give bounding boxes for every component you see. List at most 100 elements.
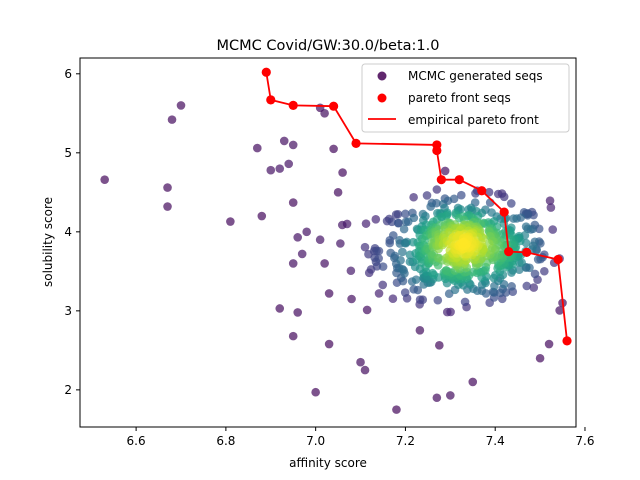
mcmc-point (167, 115, 177, 124)
y-tick-label: 6 (64, 67, 72, 81)
mcmc-point (371, 214, 381, 224)
legend: MCMC generated seqs pareto front seqs em… (361, 63, 570, 133)
mcmc-point (163, 202, 172, 211)
x-axis: 6.6 6.8 7.0 7.2 7.4 7.6 (127, 427, 595, 448)
y-tick-label: 2 (64, 383, 72, 397)
mcmc-point (402, 237, 412, 247)
mcmc-point (293, 308, 303, 317)
mcmc-point (413, 285, 423, 295)
mcmc-point (446, 391, 455, 400)
legend-label-front: empirical pareto front (408, 113, 539, 127)
mcmc-point (435, 341, 444, 350)
mcmc-point (388, 294, 398, 303)
mcmc-point (288, 331, 298, 341)
mcmc-point (393, 209, 403, 219)
y-axis: 2 3 4 5 6 (64, 67, 80, 397)
mcmc-point (442, 266, 451, 275)
pareto-front-point (522, 247, 532, 257)
mcmc-point (468, 377, 478, 387)
mcmc-point (302, 227, 311, 237)
mcmc-point (279, 136, 289, 146)
mcmc-point (428, 268, 437, 278)
mcmc-point (266, 165, 276, 175)
mcmc-point (284, 159, 294, 169)
mcmc-point (401, 209, 410, 219)
points-layer (100, 101, 567, 414)
mcmc-point (100, 175, 109, 184)
mcmc-point (288, 198, 298, 207)
mcmc-point (555, 306, 564, 315)
mcmc-point (396, 256, 405, 265)
mcmc-point (257, 211, 267, 221)
legend-label-mcmc: MCMC generated seqs (408, 69, 543, 83)
mcmc-point (530, 269, 540, 279)
mcmc-point (433, 295, 443, 305)
mcmc-point (275, 164, 285, 173)
mcmc-point (346, 266, 356, 276)
mcmc-point (458, 237, 468, 247)
mcmc-point (288, 259, 298, 268)
y-tick-label: 3 (64, 304, 72, 318)
mcmc-point (320, 259, 329, 268)
mcmc-point (288, 140, 298, 150)
mcmc-point (400, 288, 410, 297)
pareto-front-point (351, 138, 361, 148)
legend-frame (361, 63, 570, 133)
mcmc-point (342, 219, 352, 229)
mcmc-point (392, 405, 401, 414)
mcmc-point (533, 255, 543, 264)
mcmc-point (432, 185, 442, 194)
mcmc-point (546, 203, 556, 212)
mcmc-point (548, 225, 558, 234)
mcmc-point (378, 280, 388, 290)
mcmc-point (360, 242, 370, 252)
mcmc-point (468, 267, 478, 277)
mcmc-point (545, 196, 555, 206)
mcmc-point (426, 202, 435, 211)
mcmc-point (398, 247, 407, 257)
mcmc-point (329, 144, 338, 154)
mcmc-point (362, 305, 372, 315)
mcmc-point (333, 188, 343, 197)
mcmc-point (523, 211, 532, 220)
mcmc-point (409, 192, 418, 202)
mcmc-point (523, 224, 532, 234)
mcmc-point (347, 294, 356, 304)
x-tick-label: 7.0 (306, 434, 325, 448)
mcmc-point (457, 190, 466, 200)
mcmc-point (388, 231, 398, 240)
mcmc-point (226, 217, 235, 226)
mcmc-point (411, 275, 421, 284)
legend-marker-pareto (377, 93, 387, 103)
legend-label-pareto: pareto front seqs (408, 91, 511, 105)
mcmc-point (385, 238, 395, 248)
mcmc-point (297, 249, 307, 259)
mcmc-point (320, 109, 329, 118)
y-tick-label: 5 (64, 146, 72, 160)
mcmc-point (409, 213, 419, 223)
pareto-layer (261, 67, 572, 346)
mcmc-point (338, 168, 347, 177)
mcmc-point (507, 282, 516, 291)
mcmc-point (415, 325, 425, 335)
pareto-front-point (261, 67, 271, 77)
mcmc-point (252, 143, 262, 153)
x-tick-label: 7.6 (575, 434, 594, 448)
pareto-front-point (562, 336, 572, 346)
pareto-front-point (329, 101, 339, 111)
pareto-front-point (266, 95, 276, 105)
mcmc-point (315, 235, 325, 245)
mcmc-point (360, 365, 370, 375)
mcmc-point (361, 219, 371, 228)
mcmc-point (176, 101, 186, 110)
x-axis-label: affinity score (289, 456, 367, 470)
mcmc-point (394, 218, 403, 228)
chart-title: MCMC Covid/GW:30.0/beta:1.0 (217, 38, 440, 54)
mcmc-point (509, 214, 518, 223)
mcmc-point (484, 187, 494, 197)
pareto-front-point (432, 145, 442, 156)
mcmc-point (460, 297, 470, 307)
pareto-front-point (454, 175, 464, 185)
x-tick-label: 7.2 (396, 434, 415, 448)
mcmc-point (374, 254, 383, 263)
